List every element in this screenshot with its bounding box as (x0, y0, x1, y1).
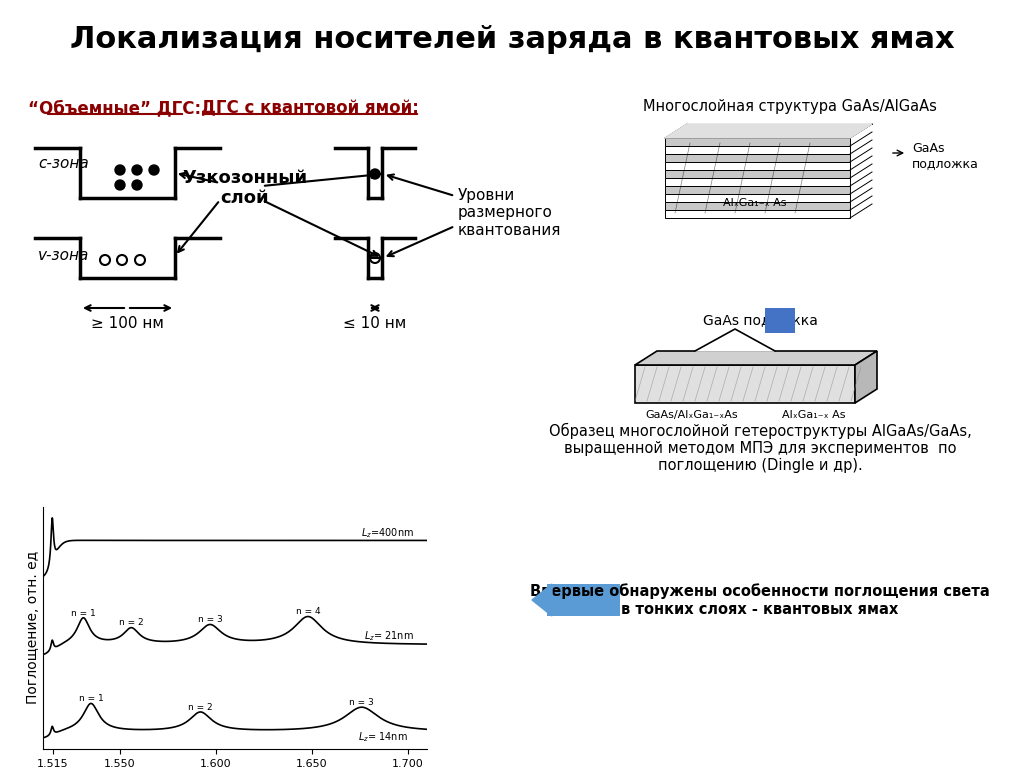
Text: Узкозонный
слой: Узкозонный слой (182, 169, 307, 207)
Text: Многослойная структура GaAs/AlGaAs: Многослойная структура GaAs/AlGaAs (643, 98, 937, 114)
Circle shape (115, 180, 125, 190)
Text: n = 2: n = 2 (188, 703, 213, 712)
Polygon shape (855, 351, 877, 403)
Text: n = 3: n = 3 (349, 698, 374, 707)
Polygon shape (532, 584, 552, 616)
Text: Уровни
размерного
квантования: Уровни размерного квантования (458, 188, 561, 238)
Text: $L_z$= 14nm: $L_z$= 14nm (358, 730, 408, 743)
Polygon shape (635, 351, 877, 365)
Text: ≤ 10 нм: ≤ 10 нм (343, 316, 407, 330)
Circle shape (132, 180, 142, 190)
Circle shape (150, 165, 159, 175)
Circle shape (115, 165, 125, 175)
Text: Образец многослойной гетероструктуры AlGaAs/GaAs,
выращенной методом МПЭ для экс: Образец многослойной гетероструктуры AlG… (549, 422, 972, 474)
Text: n = 1: n = 1 (79, 694, 103, 703)
Text: GaAs/AlₓGa₁₋ₓAs: GaAs/AlₓGa₁₋ₓAs (645, 410, 737, 420)
Polygon shape (665, 124, 872, 138)
Bar (635, 365, 855, 403)
Bar (665, 146, 850, 154)
Bar (665, 202, 850, 210)
Text: n = 1: n = 1 (71, 608, 95, 617)
Text: GaAs подложка: GaAs подложка (702, 313, 817, 327)
Text: c-зона: c-зона (38, 155, 89, 170)
Circle shape (132, 165, 142, 175)
Text: v-зона: v-зона (38, 249, 89, 263)
Text: Локализация носителей заряда в квантовых ямах: Локализация носителей заряда в квантовых… (70, 25, 954, 55)
Polygon shape (695, 329, 775, 351)
Text: “Объемные” ДГС:: “Объемные” ДГС: (29, 99, 202, 117)
Text: AlₓGa₁₋ₓ As: AlₓGa₁₋ₓ As (781, 410, 845, 420)
Text: AlₓGa₁₋ₓ As: AlₓGa₁₋ₓ As (723, 198, 786, 208)
Y-axis label: Поглощение, отн. ед: Поглощение, отн. ед (27, 551, 40, 704)
Text: $L_z$= 21nm: $L_z$= 21nm (364, 629, 414, 643)
Bar (665, 178, 850, 186)
Circle shape (370, 169, 380, 179)
Text: Впервые обнаружены особенности поглощения света
в тонких слоях - квантовых ямах: Впервые обнаружены особенности поглощени… (530, 584, 990, 617)
Bar (665, 162, 850, 170)
Bar (665, 138, 850, 146)
Text: n = 4: n = 4 (296, 607, 321, 617)
Text: $L_z$=400nm: $L_z$=400nm (360, 526, 414, 540)
Text: n = 3: n = 3 (198, 615, 222, 624)
Bar (665, 194, 850, 202)
Text: ≥ 100 нм: ≥ 100 нм (90, 316, 164, 330)
Bar (665, 210, 850, 218)
Bar (665, 154, 850, 162)
Text: ДГС с квантовой ямой:: ДГС с квантовой ямой: (201, 99, 419, 117)
Bar (665, 170, 850, 178)
Text: n = 2: n = 2 (119, 618, 143, 627)
Text: GaAs
подложка: GaAs подложка (912, 142, 979, 170)
Bar (547, 584, 620, 616)
Bar (765, 308, 795, 333)
Bar (665, 186, 850, 194)
